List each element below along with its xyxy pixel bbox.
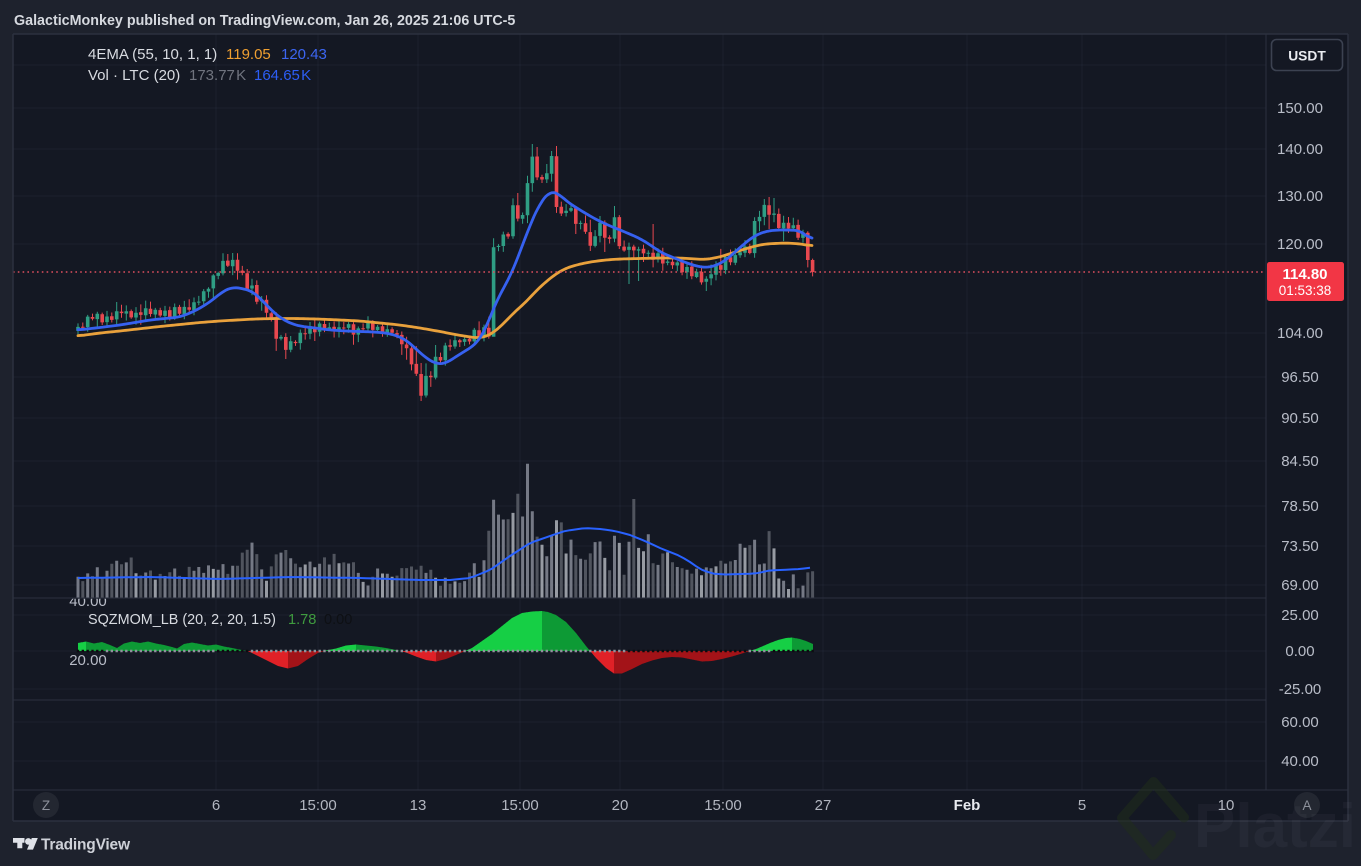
svg-text:78.50: 78.50 [1281, 498, 1319, 515]
svg-text:Z: Z [42, 798, 50, 813]
svg-text:90.50: 90.50 [1281, 410, 1319, 427]
svg-text:114.80: 114.80 [1282, 266, 1327, 283]
svg-text:Vol · LTC (20): Vol · LTC (20) [88, 67, 180, 84]
svg-text:84.50: 84.50 [1281, 453, 1319, 470]
svg-text:20: 20 [612, 797, 629, 814]
svg-text:20.00: 20.00 [69, 652, 107, 669]
svg-text:164.65 K: 164.65 K [254, 67, 311, 84]
svg-text:119.05: 119.05 [226, 46, 271, 63]
svg-text:GalacticMonkey published on Tr: GalacticMonkey published on TradingView.… [14, 13, 515, 29]
svg-text:0.00: 0.00 [1285, 643, 1314, 660]
svg-text:01:53:38: 01:53:38 [1279, 283, 1332, 298]
svg-text:69.00: 69.00 [1281, 577, 1319, 594]
svg-text:Platzi: Platzi [1194, 792, 1356, 861]
svg-text:104.00: 104.00 [1277, 325, 1323, 342]
svg-text:5: 5 [1078, 797, 1086, 814]
svg-text:40.00: 40.00 [69, 593, 107, 610]
svg-text:60.00: 60.00 [1281, 714, 1319, 731]
svg-text:SQZMOM_LB (20, 2, 20, 1.5): SQZMOM_LB (20, 2, 20, 1.5) [88, 612, 276, 628]
svg-text:15:00: 15:00 [501, 797, 539, 814]
svg-text:1.78: 1.78 [288, 612, 316, 628]
svg-text:10: 10 [1218, 797, 1235, 814]
svg-text:6: 6 [212, 797, 220, 814]
svg-text:40.00: 40.00 [1281, 753, 1319, 770]
svg-text:15:00: 15:00 [704, 797, 742, 814]
svg-text:USDT: USDT [1288, 49, 1326, 64]
svg-text:150.00: 150.00 [1277, 100, 1323, 117]
svg-text:120.43: 120.43 [281, 46, 327, 63]
svg-text:27: 27 [815, 797, 832, 814]
svg-text:TradingView: TradingView [41, 837, 131, 854]
svg-text:15:00: 15:00 [299, 797, 337, 814]
svg-text:13: 13 [410, 797, 427, 814]
svg-text:4EMA (55, 10, 1, 1): 4EMA (55, 10, 1, 1) [88, 46, 217, 63]
svg-text:130.00: 130.00 [1277, 188, 1323, 205]
svg-text:-25.00: -25.00 [1279, 681, 1322, 698]
svg-text:140.00: 140.00 [1277, 141, 1323, 158]
svg-text:0.00: 0.00 [324, 612, 352, 628]
svg-text:96.50: 96.50 [1281, 369, 1319, 386]
svg-text:25.00: 25.00 [1281, 607, 1319, 624]
svg-text:A: A [1302, 798, 1311, 813]
svg-text:Feb: Feb [954, 797, 981, 814]
svg-text:120.00: 120.00 [1277, 236, 1323, 253]
svg-text:173.77 K: 173.77 K [189, 67, 246, 84]
svg-text:73.50: 73.50 [1281, 538, 1319, 555]
